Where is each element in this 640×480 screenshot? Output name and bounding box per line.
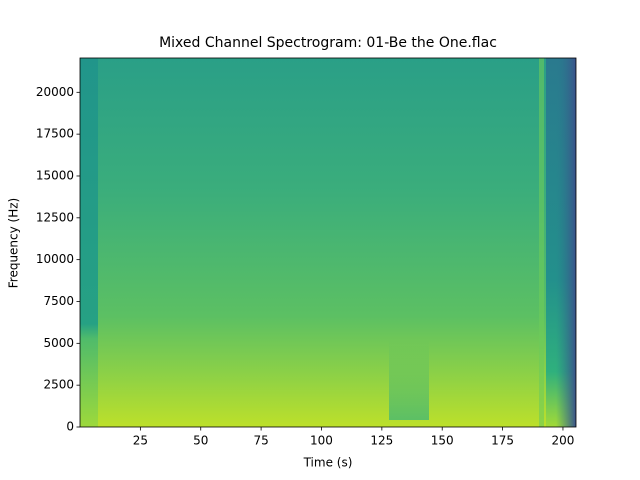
y-tick-label: 2500 [43,378,74,392]
x-tick-label: 200 [552,434,575,448]
x-axis-label: Time (s) [303,456,353,470]
x-tick-label: 100 [310,434,333,448]
y-tick-label: 5000 [43,336,74,350]
y-tick-label: 12500 [36,210,74,224]
x-tick-label: 25 [133,434,148,448]
y-tick-label: 10000 [36,252,74,266]
plot-frame [79,57,577,428]
spectrogram-image [80,58,576,427]
y-tick-label: 0 [66,420,74,434]
x-tick-label: 175 [491,434,514,448]
x-tick-label: 50 [193,434,208,448]
x-tick-label: 75 [253,434,268,448]
y-tick-label: 15000 [36,168,74,182]
y-axis-label: Frequency (Hz) [7,198,21,289]
y-tick-label: 20000 [36,85,74,99]
x-tick-label: 125 [370,434,393,448]
y-tick-label: 17500 [36,127,74,141]
y-tick-label: 7500 [43,294,74,308]
x-tick-label: 150 [431,434,454,448]
chart-title: Mixed Channel Spectrogram: 01-Be the One… [159,35,497,51]
